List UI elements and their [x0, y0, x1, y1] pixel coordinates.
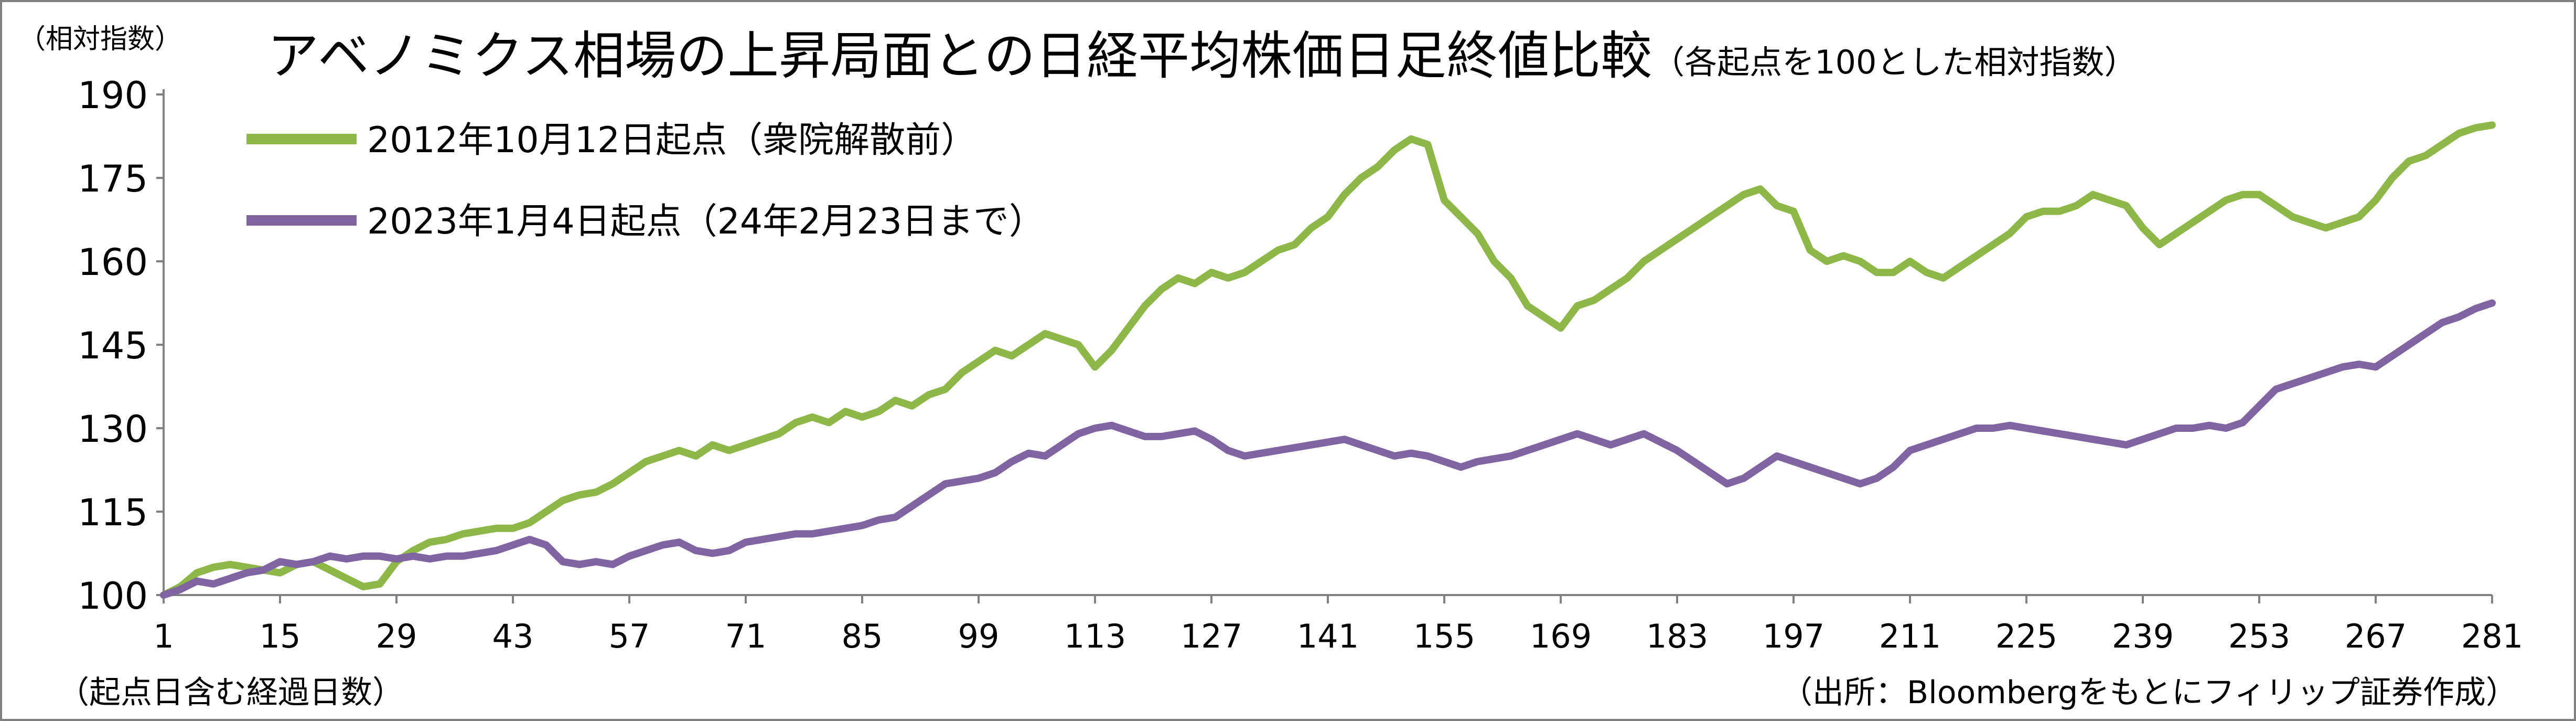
x-tick-label: 169	[1530, 617, 1592, 655]
y-axis-ticks: 100 115 130 145 160 175 190	[78, 74, 164, 618]
chart-subtitle: （各起点を100とした相対指数）	[1652, 43, 2137, 81]
x-tick-label: 225	[1995, 617, 2057, 655]
y-tick-label: 115	[78, 491, 148, 534]
x-tick-label: 15	[260, 617, 301, 655]
x-tick-label: 183	[1646, 617, 1708, 655]
chart-title: アベノミクス相場の上昇局面との日経平均株価日足終値比較（各起点を100とした相対…	[267, 26, 2137, 86]
series-line-2023	[160, 299, 2496, 599]
x-tick-label: 155	[1413, 617, 1475, 655]
x-axis-ticks: 1 15 29 43 57 71 85 99 113 127 141 155 169 183 197 211 2…	[153, 595, 2523, 655]
y-tick-label: 175	[78, 157, 148, 200]
x-tick-label: 1	[153, 617, 174, 655]
source-note: （出所：Bloombergをもとにフィリップ証券作成）	[1781, 674, 2517, 711]
x-tick-label: 29	[376, 617, 417, 655]
y-tick-label: 100	[78, 575, 148, 618]
x-tick-label: 113	[1064, 617, 1126, 655]
x-tick-label: 253	[2228, 617, 2290, 655]
x-tick-label: 127	[1180, 617, 1242, 655]
x-tick-label: 211	[1879, 617, 1941, 655]
y-tick-label: 190	[78, 74, 148, 117]
y-tick-label: 145	[78, 324, 148, 367]
legend-label-2023: 2023年1月4日起点（24年2月23日まで）	[367, 201, 1045, 242]
legend: 2012年10月12日起点（衆院解散前） 2023年1月4日起点（24年2月23…	[246, 120, 1045, 242]
x-tick-label: 197	[1763, 617, 1824, 655]
chart-title-main: アベノミクス相場の上昇局面との日経平均株価日足終値比較	[267, 26, 1652, 86]
legend-label-2012: 2012年10月12日起点（衆院解散前）	[367, 120, 976, 161]
x-tick-label: 85	[842, 617, 883, 655]
x-tick-label: 43	[492, 617, 534, 655]
y-tick-label: 130	[78, 408, 148, 451]
x-tick-label: 57	[609, 617, 650, 655]
x-tick-label: 281	[2461, 617, 2523, 655]
series-lines	[160, 121, 2496, 599]
y-tick-label: 160	[78, 241, 148, 284]
x-tick-label: 267	[2345, 617, 2407, 655]
x-axis-label: （起点日含む経過日数）	[58, 674, 404, 711]
y-axis-label: （相対指数）	[18, 24, 182, 55]
series-line-2012	[160, 121, 2496, 599]
x-tick-label: 71	[725, 617, 767, 655]
x-tick-label: 239	[2112, 617, 2174, 655]
x-tick-label: 99	[958, 617, 1000, 655]
x-tick-label: 141	[1297, 617, 1359, 655]
